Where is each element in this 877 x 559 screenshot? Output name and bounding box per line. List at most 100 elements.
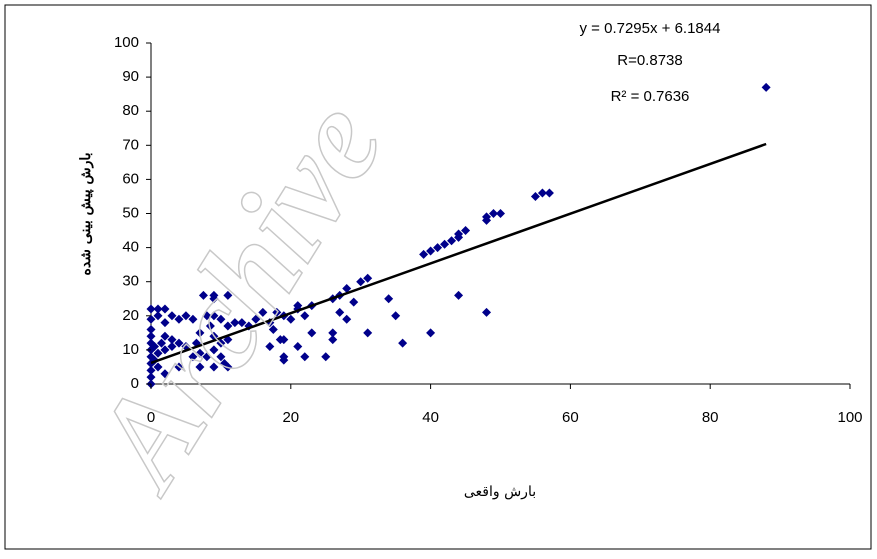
- point: [146, 331, 156, 341]
- point: [761, 82, 771, 92]
- point: [181, 311, 191, 321]
- point: [156, 338, 166, 348]
- point: [300, 352, 310, 362]
- point: [391, 311, 401, 321]
- point: [160, 304, 170, 314]
- point: [433, 243, 443, 253]
- point: [454, 229, 464, 239]
- point: [496, 209, 505, 218]
- trendline: [150, 142, 767, 365]
- point: [223, 290, 233, 300]
- point: [300, 311, 310, 321]
- y-tick-label: 100: [114, 34, 139, 51]
- r-value: R=0.8738: [617, 52, 682, 69]
- point: [146, 304, 156, 314]
- point: [160, 318, 170, 328]
- point: [167, 341, 177, 351]
- point: [216, 314, 226, 324]
- point: [216, 352, 226, 362]
- point: [461, 226, 471, 236]
- point: [209, 311, 219, 321]
- point: [356, 277, 366, 287]
- point: [363, 273, 373, 283]
- point: [286, 314, 296, 324]
- point: [307, 328, 317, 338]
- point: [328, 328, 338, 338]
- point: [209, 290, 219, 300]
- point: [279, 355, 289, 365]
- point: [160, 345, 170, 355]
- chart-frame: [4, 4, 872, 550]
- point: [544, 188, 554, 198]
- point: [482, 212, 492, 222]
- point: [223, 362, 233, 372]
- y-tick-label: 0: [131, 375, 139, 392]
- y-tick-label: 70: [122, 136, 139, 153]
- point: [265, 341, 275, 351]
- point: [167, 335, 177, 345]
- point: [251, 314, 261, 324]
- point: [335, 307, 345, 317]
- point: [202, 352, 212, 362]
- y-tick-label: 20: [122, 307, 139, 324]
- point: [153, 311, 163, 321]
- point: [268, 324, 278, 334]
- point: [216, 338, 226, 348]
- point: [230, 318, 240, 328]
- point: [174, 338, 184, 348]
- point: [146, 324, 156, 334]
- point: [447, 236, 457, 246]
- y-tick-label: 80: [122, 102, 139, 119]
- point: [279, 335, 289, 345]
- x-tick-label: 0: [147, 409, 155, 426]
- point: [205, 321, 215, 331]
- y-tick-label: 40: [122, 239, 139, 256]
- y-tick-label: 60: [122, 170, 139, 187]
- point: [237, 318, 247, 328]
- point: [398, 338, 408, 348]
- point: [153, 348, 163, 358]
- point: [293, 341, 303, 351]
- point: [426, 246, 436, 256]
- point: [209, 362, 219, 372]
- point: [537, 188, 547, 198]
- point: [160, 331, 170, 341]
- point: [419, 249, 429, 259]
- point: [223, 321, 233, 331]
- point: [272, 307, 282, 317]
- point: [258, 307, 268, 317]
- point: [321, 352, 331, 362]
- point: [209, 345, 219, 355]
- point: [454, 290, 464, 300]
- point: [160, 369, 170, 379]
- point: [153, 362, 163, 372]
- point: [349, 297, 359, 307]
- point: [153, 304, 163, 314]
- point: [384, 294, 394, 304]
- r-squared: R² = 0.7636: [611, 88, 690, 105]
- x-tick-label: 100: [837, 409, 862, 426]
- point: [146, 314, 156, 324]
- x-tick-label: 20: [282, 409, 299, 426]
- x-tick-label: 80: [702, 409, 719, 426]
- plot: [146, 82, 771, 389]
- point: [174, 314, 184, 324]
- point: [195, 328, 205, 338]
- y-tick-label: 50: [122, 204, 139, 221]
- point: [198, 290, 208, 300]
- point: [146, 372, 156, 382]
- point: [530, 191, 540, 201]
- point: [149, 341, 159, 351]
- point: [202, 311, 212, 321]
- point: [328, 335, 338, 345]
- point: [195, 362, 205, 372]
- x-axis-label: بارش واقعی: [464, 484, 536, 500]
- x-tick-label: 40: [422, 409, 439, 426]
- y-tick-label: 90: [122, 68, 139, 85]
- point: [146, 365, 156, 375]
- point: [188, 314, 198, 324]
- point: [363, 328, 373, 338]
- point: [167, 311, 177, 321]
